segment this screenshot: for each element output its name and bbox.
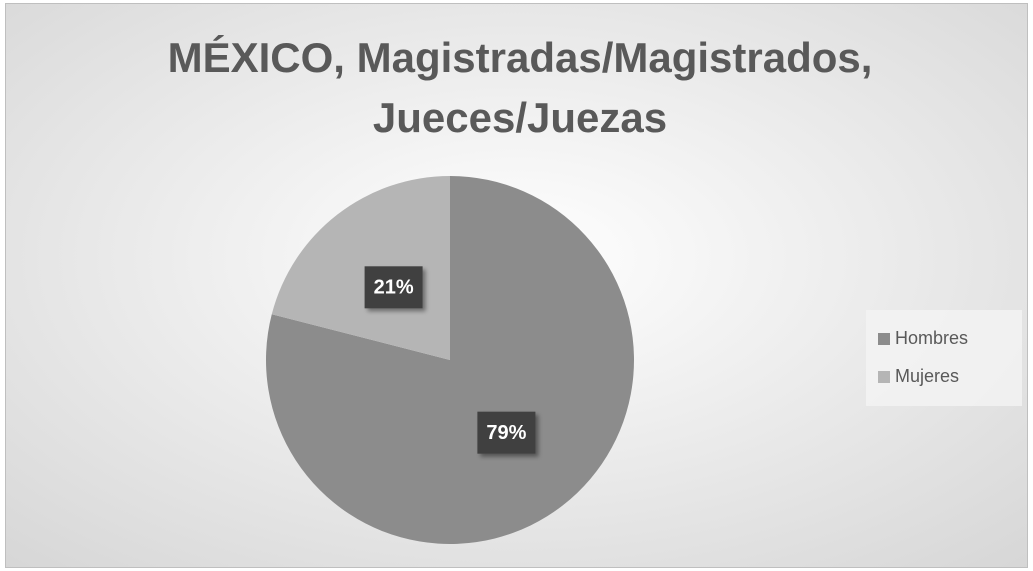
data-label-box <box>477 411 536 454</box>
chart-title: MÉXICO, Magistradas/Magistrados, Jueces/… <box>167 34 873 141</box>
legend-label: Mujeres <box>895 366 959 386</box>
data-label: 21% <box>374 277 414 299</box>
data-label-box <box>364 266 423 309</box>
legend-label: Hombres <box>895 328 968 348</box>
legend-swatch <box>878 333 890 345</box>
data-label: 79% <box>486 422 526 444</box>
pie-slice <box>271 176 450 360</box>
legend-box <box>866 310 1022 406</box>
legend-swatch <box>878 371 890 383</box>
